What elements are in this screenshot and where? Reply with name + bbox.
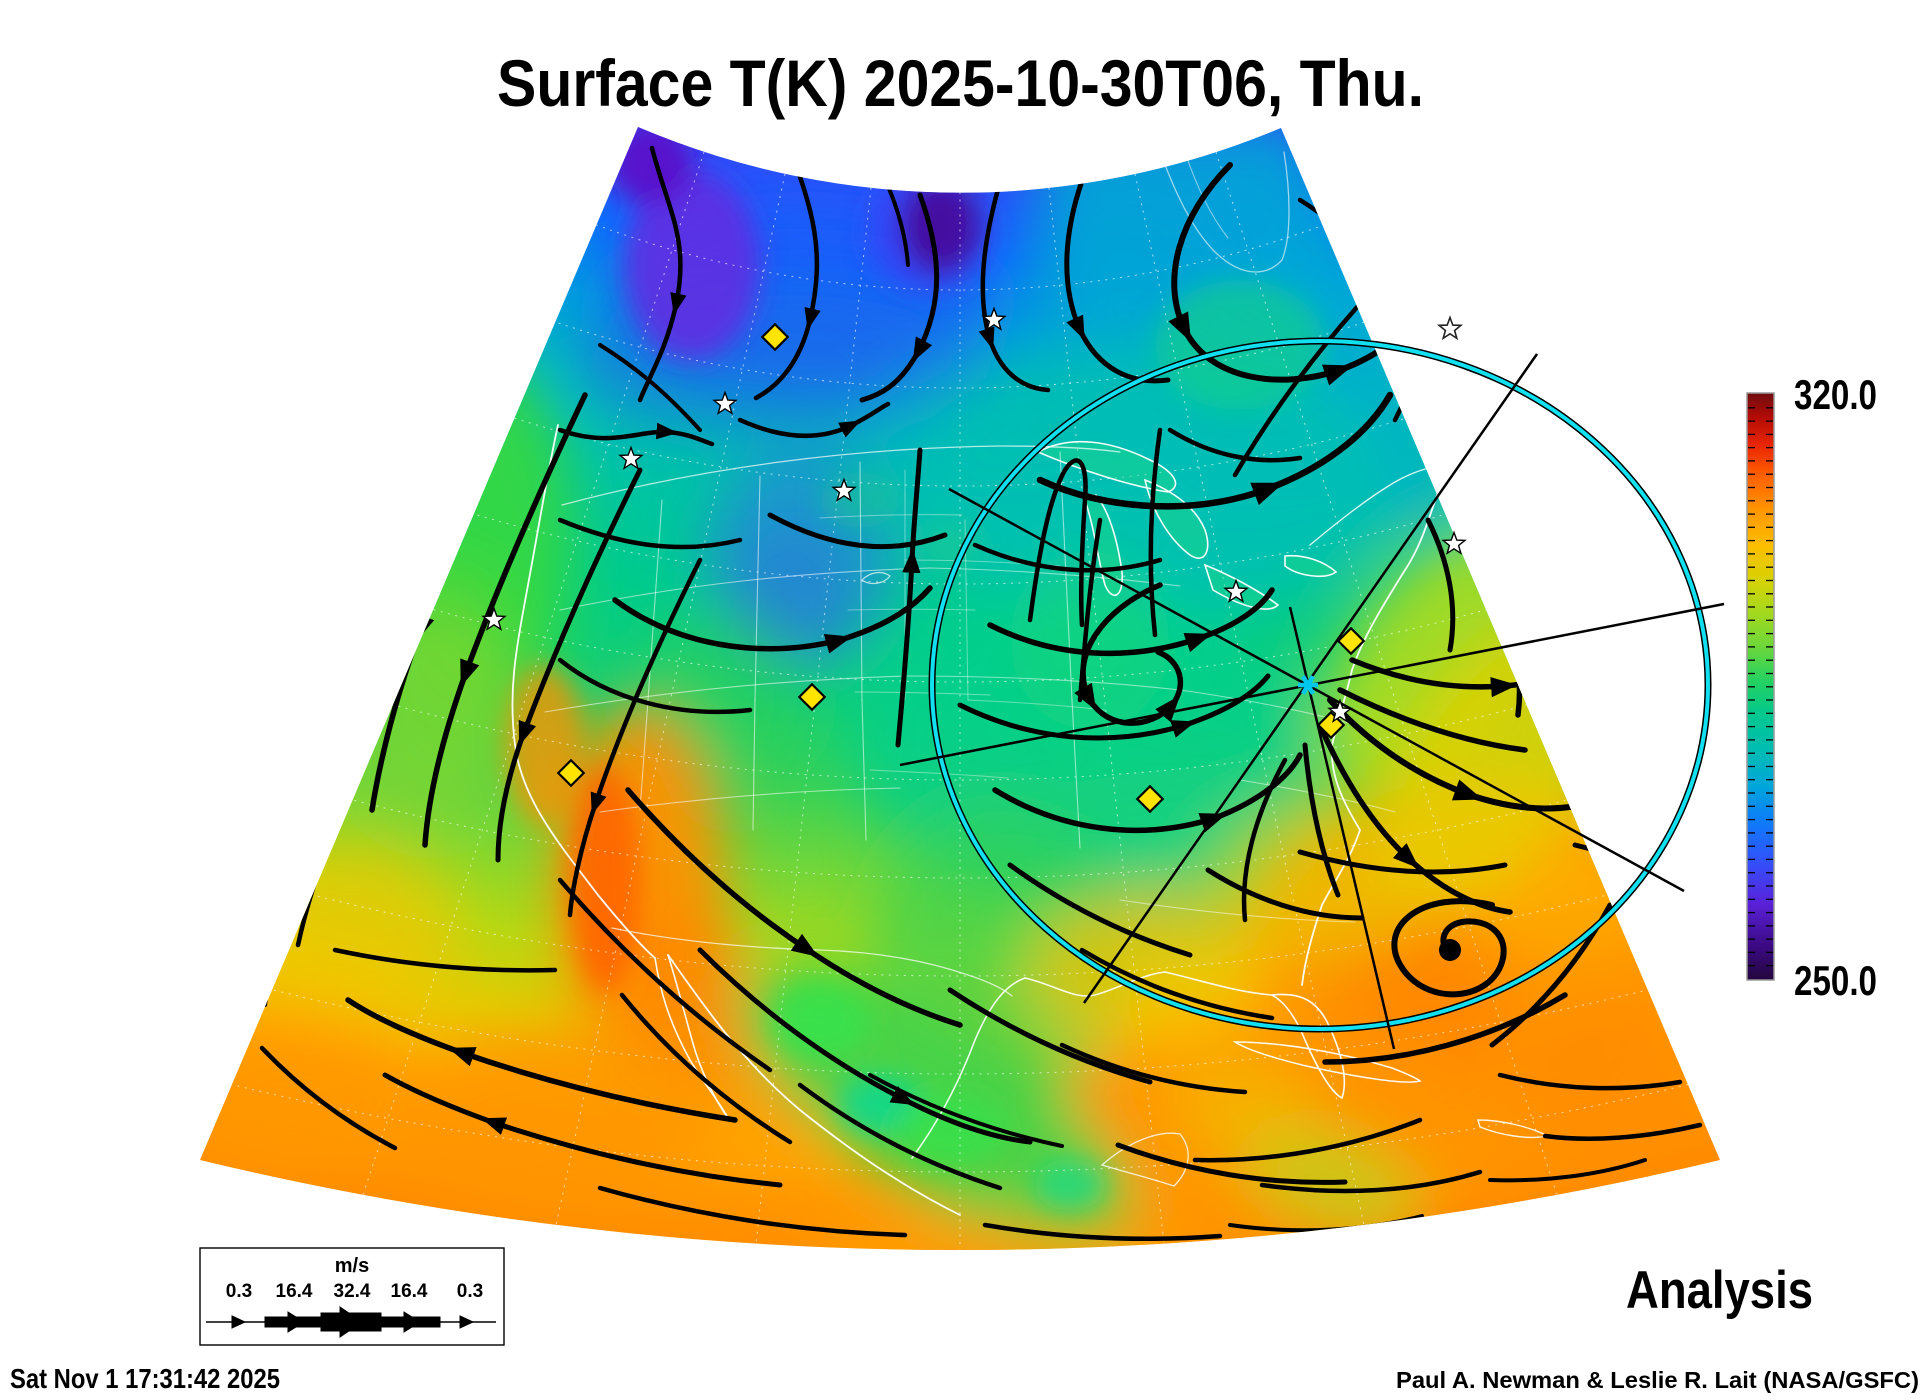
svg-text:0.3: 0.3 — [457, 1281, 483, 1302]
svg-text:16.4: 16.4 — [276, 1281, 313, 1302]
svg-text:Analysis: Analysis — [1626, 1261, 1813, 1320]
svg-text:32.4: 32.4 — [334, 1281, 371, 1302]
svg-text:Sat Nov 1 17:31:42 2025: Sat Nov 1 17:31:42 2025 — [10, 1363, 280, 1394]
svg-text:320.0: 320.0 — [1794, 371, 1877, 418]
svg-text:m/s: m/s — [335, 1255, 369, 1277]
svg-text:0.3: 0.3 — [226, 1281, 252, 1302]
svg-text:250.0: 250.0 — [1794, 957, 1877, 1004]
svg-text:Paul A. Newman & Leslie R. Lai: Paul A. Newman & Leslie R. Lait (NASA/GS… — [1396, 1367, 1919, 1393]
svg-text:Surface T(K) 2025-10-30T06, Th: Surface T(K) 2025-10-30T06, Thu. — [497, 46, 1424, 120]
svg-text:16.4: 16.4 — [391, 1281, 428, 1302]
